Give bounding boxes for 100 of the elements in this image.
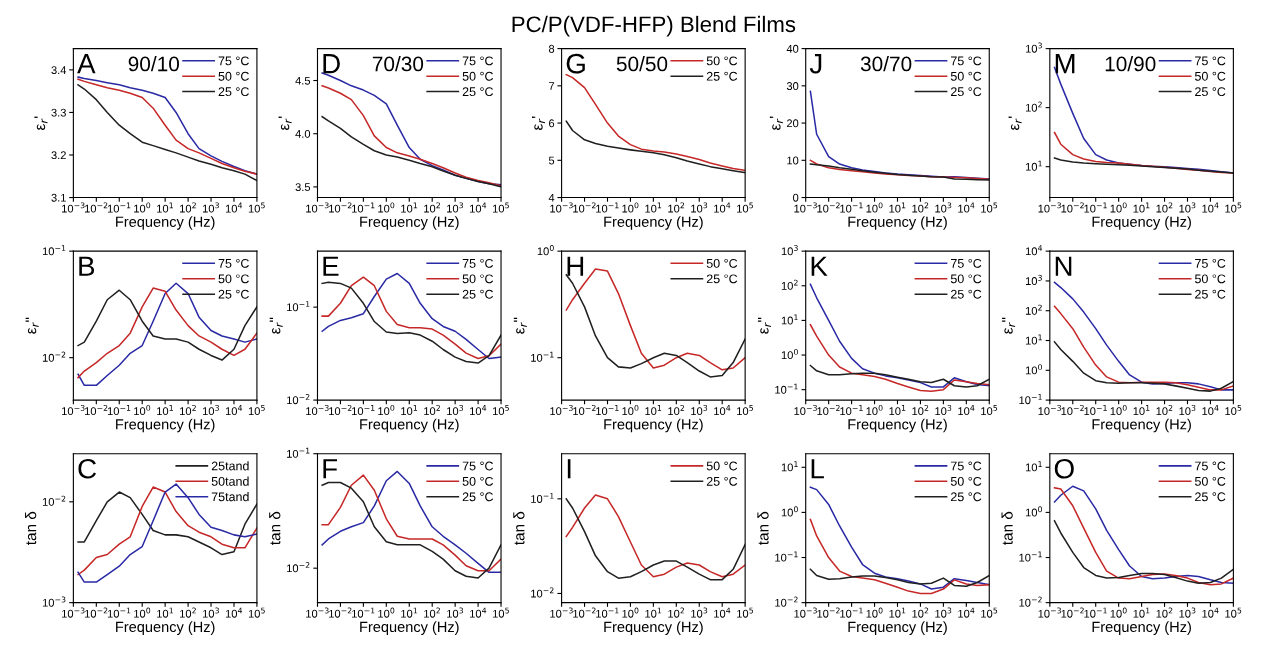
x-tick-label: 10$^{2}$ — [1156, 607, 1173, 618]
x-tick-label: 10$^{1}$ — [889, 202, 906, 213]
x-tick-label: 10$^{0}$ — [622, 607, 639, 618]
x-tick-label: 10$^{−2}$ — [817, 607, 840, 618]
annotation: 10/90 — [1105, 56, 1156, 72]
x-axis-title: Frequency (Hz) — [1092, 418, 1191, 433]
y-tick-label: 10$^{4}$ — [1025, 245, 1043, 256]
x-axis-title: Frequency (Hz) — [604, 418, 703, 433]
annotation: C — [78, 458, 97, 479]
x-tick-label: 10$^{−3}$ — [1038, 607, 1061, 618]
annotation: 50/50 — [616, 56, 668, 72]
x-tick-label: 10$^{1}$ — [1133, 405, 1150, 416]
x-tick-label: 10$^{4}$ — [225, 405, 243, 416]
x-tick-label: 10$^{−2}$ — [84, 404, 108, 416]
x-tick-label: 10$^{4}$ — [1202, 202, 1219, 213]
x-tick-label: 10$^{5}$ — [737, 202, 753, 213]
x-axis-title: Frequency (Hz) — [360, 216, 459, 230]
x-tick-label: 10$^{1}$ — [889, 405, 906, 416]
y-tick-label: 10$^{−3}$ — [42, 596, 66, 607]
x-tick-label: 10$^{−2}$ — [573, 404, 596, 416]
annotation: I — [567, 459, 571, 479]
x-tick-label: 10$^{4}$ — [225, 202, 243, 213]
x-tick-label: 10$^{2}$ — [912, 404, 929, 416]
x-tick-label: 10$^{−1}$ — [352, 202, 375, 213]
x-tick-label: 10$^{−1}$ — [840, 405, 863, 416]
x-tick-label: 10$^{0}$ — [866, 607, 883, 618]
x-tick-label: 10$^{2}$ — [424, 404, 440, 416]
annotation: M — [1055, 54, 1075, 74]
x-tick-label: 10$^{1}$ — [645, 405, 662, 416]
x-tick-label: 10$^{3}$ — [1179, 404, 1196, 416]
x-tick-label: 10$^{−1}$ — [596, 405, 619, 416]
y-tick-label: 10 — [787, 156, 799, 165]
legend-label: 50 °C — [462, 476, 494, 486]
legend-label: 75 °C — [951, 461, 982, 471]
x-axis-title: Frequency (Hz) — [360, 418, 459, 433]
x-tick-label: 10$^{1}$ — [889, 607, 906, 618]
x-tick-label: 10$^{−2}$ — [1061, 607, 1084, 618]
y-tick-label: 10$^{−1}$ — [287, 301, 310, 312]
x-tick-label: 10$^{−2}$ — [573, 607, 596, 618]
legend-label: 50 °C — [1194, 274, 1226, 284]
legend-label: 75 °C — [462, 56, 494, 66]
x-tick-label: 10$^{1}$ — [645, 607, 662, 618]
x-axis-title: Frequency (Hz) — [848, 216, 947, 230]
y-tick-label: 40 — [786, 44, 799, 53]
y-tick-label: 10$^{−2}$ — [42, 351, 66, 362]
x-tick-label: 10$^{2}$ — [424, 202, 440, 213]
legend-label: 75 °C — [951, 56, 982, 66]
x-tick-label: 10$^{0}$ — [378, 404, 395, 416]
x-tick-label: 10$^{−1}$ — [352, 405, 375, 416]
legend-label: 25 °C — [950, 289, 982, 299]
x-tick-label: 10$^{2}$ — [180, 404, 196, 416]
x-tick-label: 10$^{−2}$ — [1061, 404, 1084, 416]
x-tick-label: 10$^{1}$ — [1133, 607, 1150, 618]
annotation: 70/30 — [372, 56, 424, 72]
x-tick-label: 10$^{4}$ — [470, 405, 487, 416]
annotation: 90/10 — [128, 56, 180, 72]
y-tick-label: 10$^{−1}$ — [287, 447, 310, 458]
y-tick-label: 4.0 — [295, 129, 311, 138]
y-tick-label: 5 — [548, 156, 555, 165]
y-tick-label: 10$^{3}$ — [1025, 274, 1042, 285]
x-tick-label: 10$^{−2}$ — [84, 202, 108, 213]
y-axis-title: tan δ — [757, 511, 769, 545]
y-tick-label: 10$^{−1}$ — [531, 351, 554, 362]
x-tick-label: 10$^{−2}$ — [329, 202, 352, 213]
legend-label: 50 °C — [1194, 476, 1226, 486]
x-tick-label: 10$^{3}$ — [202, 607, 219, 618]
x-tick-label: 10$^{2}$ — [668, 202, 685, 213]
legend-label: 50 °C — [706, 56, 738, 66]
annotation: G — [566, 53, 585, 74]
legend-label: 50 °C — [218, 71, 249, 81]
x-tick-label: 10$^{1}$ — [157, 202, 173, 213]
x-tick-label: 10$^{−2}$ — [817, 202, 840, 213]
x-tick-label: 10$^{4}$ — [225, 607, 243, 618]
y-tick-label: 10$^{0}$ — [537, 245, 554, 256]
legend-label: 75 °C — [218, 56, 249, 66]
x-tick-label: 10$^{3}$ — [1179, 607, 1196, 618]
y-axis-title: ε$_{r}$' — [531, 116, 545, 130]
x-tick-label: 10$^{0}$ — [1110, 607, 1127, 618]
x-axis-title: Frequency (Hz) — [116, 216, 215, 230]
y-axis-title: ε$_{r}$' — [1008, 116, 1022, 130]
x-tick-label: 10$^{5}$ — [1225, 202, 1242, 213]
x-tick-label: 10$^{5}$ — [248, 405, 265, 416]
x-tick-label: 10$^{−2}$ — [1061, 202, 1084, 213]
legend-label: 75 °C — [1195, 461, 1226, 471]
x-tick-label: 10$^{5}$ — [1225, 405, 1242, 416]
legend-label: 25 °C — [1195, 87, 1226, 97]
x-tick-label: 10$^{4}$ — [958, 405, 975, 416]
y-axis-title: tan δ — [513, 511, 525, 545]
y-tick-label: 4 — [548, 193, 555, 202]
x-tick-label: 10$^{4}$ — [1202, 607, 1219, 618]
x-tick-label: 10$^{−3}$ — [62, 202, 85, 213]
legend-label: 25tand — [211, 461, 249, 471]
x-axis-title: Frequency (Hz) — [116, 418, 215, 433]
x-tick-label: 10$^{−3}$ — [306, 607, 329, 618]
annotation: E — [323, 256, 339, 276]
y-axis-title: tan δ — [25, 511, 37, 545]
x-tick-label: 10$^{1}$ — [401, 405, 418, 416]
y-tick-label: 10$^{3}$ — [781, 245, 798, 256]
y-tick-label: 3.4 — [51, 66, 67, 75]
x-axis-title: Frequency (Hz) — [604, 621, 703, 635]
